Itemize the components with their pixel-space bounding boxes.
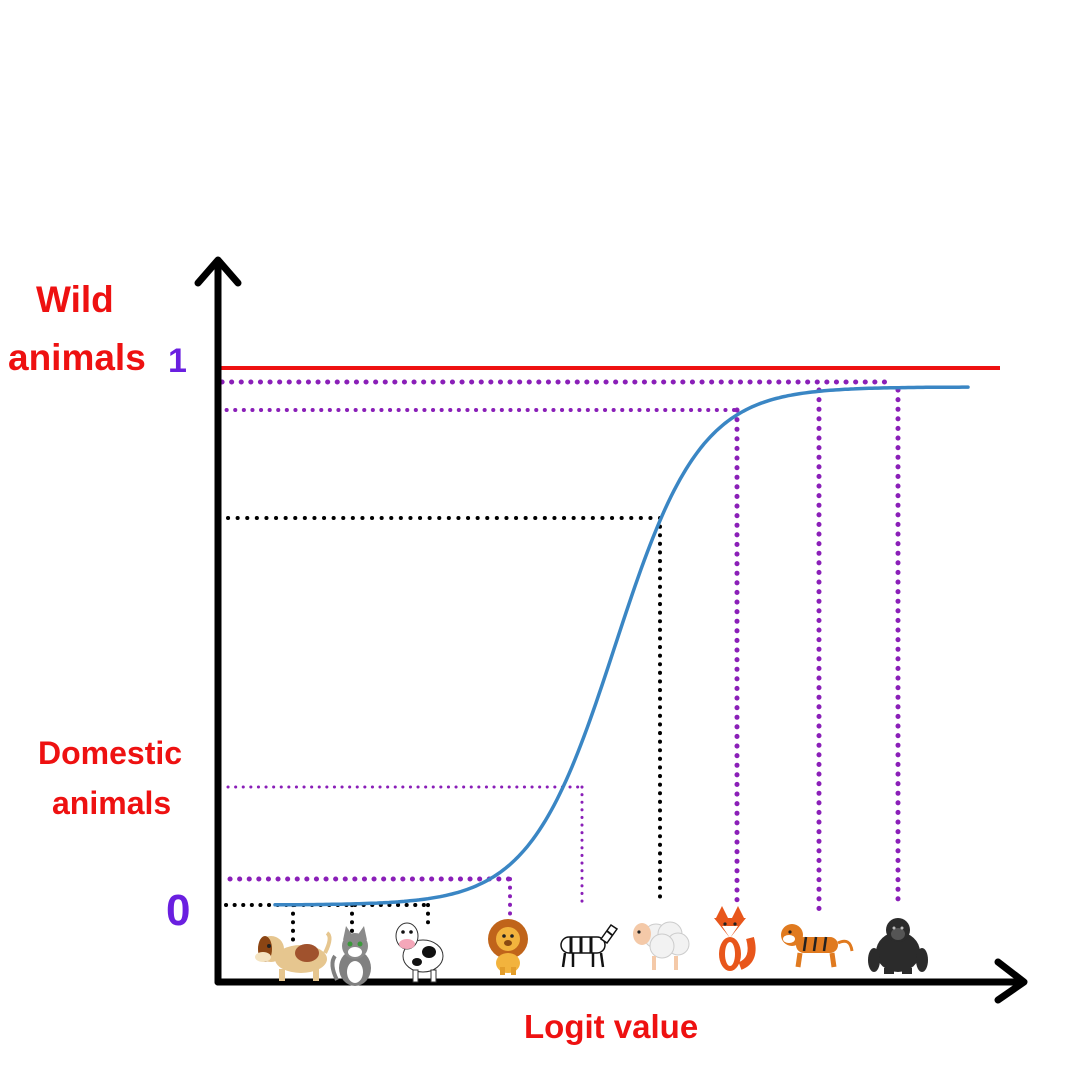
domestic-label-line1: Domestic	[38, 735, 183, 771]
x-axis-arrowhead	[994, 958, 1028, 1004]
domestic-label-line2: animals	[52, 785, 172, 821]
cow-icon	[395, 922, 444, 983]
wild-label-line2: animals	[8, 337, 146, 378]
gorilla-icon	[868, 918, 928, 974]
wild-label-line1: Wild	[36, 279, 114, 320]
y-tick-zero: 0	[166, 886, 191, 935]
y-axis-arrowhead	[194, 256, 242, 287]
horizontal-guides	[216, 379, 893, 907]
cat-icon	[330, 926, 371, 986]
fox-icon	[714, 906, 756, 971]
lion-icon	[488, 919, 528, 975]
vertical-guides	[291, 387, 901, 952]
x-axis-label: Logit value	[524, 1008, 699, 1045]
sigmoid-curve	[273, 385, 970, 907]
tiger-icon	[781, 924, 854, 968]
y-tick-one: 1	[168, 342, 187, 380]
dog-icon	[255, 931, 332, 981]
sheep-icon	[633, 921, 690, 970]
zebra-icon	[560, 923, 619, 968]
animal-icons	[255, 906, 928, 986]
